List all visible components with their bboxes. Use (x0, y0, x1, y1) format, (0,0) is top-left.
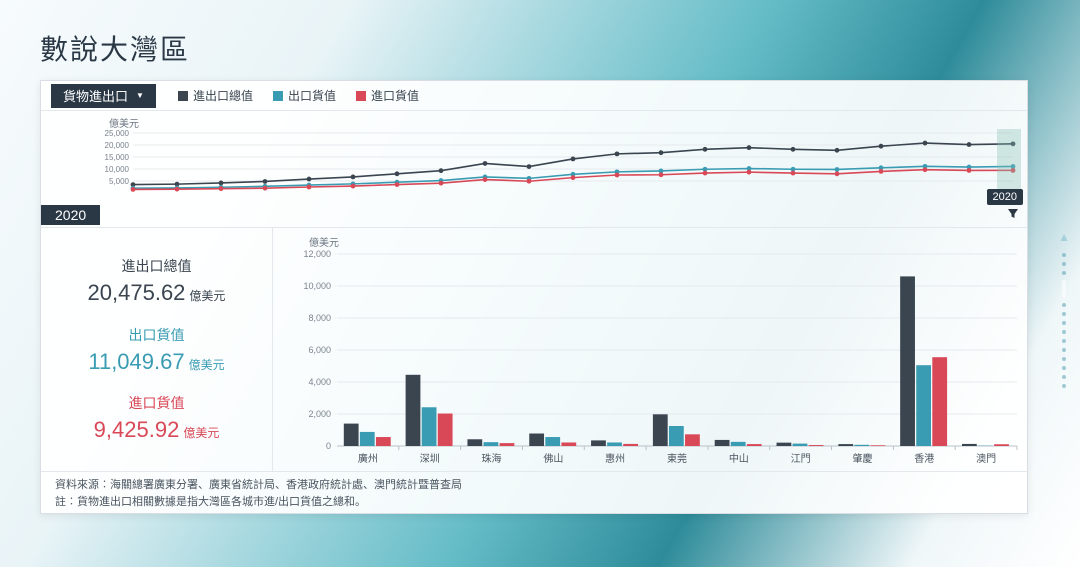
stat-block: 進口貨值 9,425.92億美元 (94, 393, 220, 443)
svg-text:廣州: 廣州 (358, 452, 378, 465)
svg-text:東莞: 東莞 (667, 452, 687, 465)
stat-label: 出口貨值 (88, 325, 224, 345)
page-title: 數說大灣區 (40, 28, 190, 68)
metric-selector[interactable]: 貨物進出口 ▼ (51, 84, 156, 108)
stat-unit: 億美元 (183, 426, 219, 440)
stats-panel: 進出口總值 20,475.62億美元出口貨值 11,049.67億美元進口貨值 9,4… (41, 228, 273, 471)
svg-text:8,000: 8,000 (308, 313, 331, 323)
svg-text:澳門: 澳門 (976, 452, 996, 465)
stat-label: 進出口總值 (88, 256, 226, 276)
bar-chart-svg: 0 2,000 4,000 6,000 8,000 10,000 12,000 廣州 深圳 珠海 佛… (293, 250, 1023, 470)
legend-swatch (356, 91, 366, 101)
legend-item[interactable]: 進口貨值 (356, 87, 419, 104)
svg-text:12,000: 12,000 (303, 250, 331, 259)
svg-text:10,000: 10,000 (105, 165, 130, 174)
metric-selector-label: 貨物進出口 (63, 86, 128, 105)
svg-text:25,000: 25,000 (105, 129, 130, 138)
svg-text:香港: 香港 (914, 453, 934, 465)
legend-swatch (273, 91, 283, 101)
stat-value: 20,475.62億美元 (88, 280, 226, 306)
scroll-up-icon[interactable]: ▲ (1058, 230, 1070, 244)
legend-label: 出口貨值 (288, 87, 336, 104)
svg-text:深圳: 深圳 (420, 453, 440, 465)
city-bar-chart[interactable]: 億美元 0 2,000 4,000 6,000 8,000 10,000 12,000 廣州 深… (273, 228, 1027, 471)
main-row: 進出口總值 20,475.62億美元出口貨值 11,049.67億美元進口貨值 9,4… (41, 227, 1027, 471)
svg-text:中山: 中山 (729, 452, 749, 465)
legend-label: 進口貨值 (371, 87, 419, 104)
svg-text:20,000: 20,000 (105, 141, 130, 150)
stat-value: 11,049.67億美元 (88, 349, 224, 375)
svg-text:2,000: 2,000 (308, 409, 331, 419)
stat-label: 進口貨值 (94, 393, 220, 413)
stat-block: 進出口總值 20,475.62億美元 (88, 256, 226, 306)
time-chart-svg: 5,000 10,000 15,000 20,000 25,000 (97, 129, 1017, 199)
legend-label: 進出口總值 (193, 87, 253, 104)
svg-text:珠海: 珠海 (482, 452, 502, 465)
footer-notes: 資料來源︰海關總署廣東分署、廣東省統計局、香港政府統計處、澳門統計暨普查局 註︰… (41, 471, 1027, 513)
svg-text:江門: 江門 (791, 453, 811, 465)
selected-year-pill[interactable]: 2020 (987, 189, 1023, 205)
page-scroll-indicator[interactable]: ▲ (1060, 230, 1068, 388)
time-series-chart[interactable]: 億美元 5,000 10,000 15,000 20,000 25,000 2020 (41, 111, 1027, 203)
time-chart-unit: 億美元 (109, 115, 139, 130)
stat-unit: 億美元 (189, 358, 225, 372)
legend-swatch (178, 91, 188, 101)
svg-text:0: 0 (326, 441, 331, 451)
bar-chart-unit: 億美元 (309, 234, 339, 249)
topbar: 貨物進出口 ▼ 進出口總值 出口貨值 進口貨值 (41, 81, 1027, 111)
svg-text:6,000: 6,000 (308, 345, 331, 355)
stat-value: 9,425.92億美元 (94, 417, 220, 443)
svg-text:10,000: 10,000 (303, 281, 331, 291)
caret-down-icon: ▼ (136, 91, 144, 100)
stat-unit: 億美元 (189, 289, 225, 303)
svg-text:4,000: 4,000 (308, 377, 331, 387)
svg-text:惠州: 惠州 (605, 452, 625, 465)
svg-text:15,000: 15,000 (105, 153, 130, 162)
selected-year-band (997, 129, 1021, 189)
dashboard-panel: 貨物進出口 ▼ 進出口總值出口貨值進口貨值 億美元 5,00010,00015,… (40, 80, 1028, 514)
svg-text:肇慶: 肇慶 (852, 452, 872, 465)
footer-line2: 註︰貨物進出口相關數據是指大灣區各城市進/出口貨值之總和。 (55, 494, 1013, 511)
legend-item[interactable]: 進出口總值 (178, 87, 253, 104)
svg-text:佛山: 佛山 (543, 452, 563, 465)
legend-item[interactable]: 出口貨值 (273, 87, 336, 104)
footer-line1: 資料來源︰海關總署廣東分署、廣東省統計局、香港政府統計處、澳門統計暨普查局 (55, 477, 1013, 494)
filter-icon[interactable] (1007, 208, 1019, 223)
svg-text:5,000: 5,000 (109, 177, 130, 186)
stat-block: 出口貨值 11,049.67億美元 (88, 325, 224, 375)
legend: 進出口總值 出口貨值 進口貨值 (178, 87, 419, 104)
midbar: 2020 (41, 203, 1027, 227)
year-indicator: 2020 (41, 205, 100, 225)
